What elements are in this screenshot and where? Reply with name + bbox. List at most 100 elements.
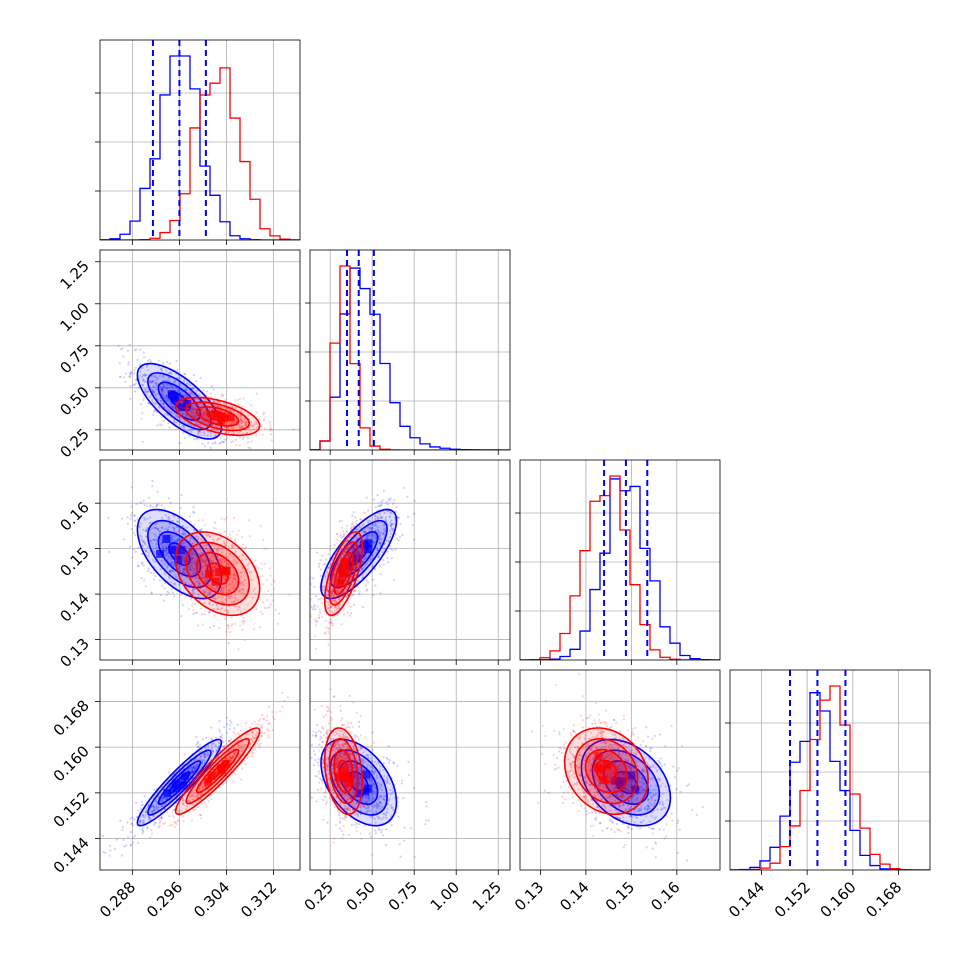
scatter-point (173, 412, 176, 415)
scatter-point (342, 532, 346, 535)
scatter-point (373, 515, 377, 518)
scatter-point (192, 505, 195, 509)
scatter-point (359, 517, 362, 521)
scatter-point (216, 550, 219, 553)
scatter-point (397, 516, 400, 519)
scatter-point (119, 348, 123, 351)
scatter-point (196, 437, 199, 441)
scatter-point (196, 742, 199, 745)
scatter-point (159, 542, 163, 546)
scatter-point (259, 610, 262, 613)
scatter-point (174, 379, 177, 383)
scatter-point (233, 586, 236, 589)
scatter-point (256, 425, 259, 428)
scatter-point (209, 392, 213, 395)
scatter-point (164, 397, 167, 400)
scatter-point (219, 590, 222, 593)
scatter-point (200, 584, 203, 587)
scatter-point (217, 434, 220, 437)
scatter-point (169, 394, 172, 397)
scatter-point (185, 395, 189, 398)
scatter-point (170, 543, 174, 546)
scatter-point (233, 604, 236, 608)
scatter-point (221, 586, 224, 590)
scatter-point (329, 622, 332, 625)
scatter-point (199, 546, 202, 549)
scatter-point (165, 395, 168, 398)
scatter-point (368, 558, 371, 561)
scatter-point (380, 500, 383, 504)
scatter-point (210, 385, 213, 388)
scatter-point (171, 569, 174, 572)
scatter-point (203, 590, 206, 594)
scatter-point (180, 425, 183, 428)
scatter-point (221, 394, 225, 397)
scatter-point (358, 551, 361, 554)
scatter-point (141, 540, 145, 544)
scatter-point (193, 511, 196, 514)
scatter-point (165, 407, 168, 411)
scatter-point (333, 544, 336, 547)
scatter-point (229, 423, 233, 426)
scatter-point (161, 386, 164, 390)
scatter-point (193, 411, 196, 415)
scatter-point (201, 412, 204, 415)
scatter-point (244, 421, 247, 424)
peak-cell (156, 549, 165, 558)
scatter-point (181, 390, 184, 393)
scatter-point (160, 368, 163, 371)
scatter-point (152, 572, 155, 575)
scatter-point (380, 503, 383, 507)
scatter-point (138, 525, 141, 529)
scatter-point (231, 427, 234, 430)
scatter-point (144, 549, 148, 553)
scatter-point (163, 587, 166, 590)
scatter-point (203, 412, 207, 416)
scatter-point (192, 387, 195, 390)
scatter-point (160, 402, 163, 405)
scatter-point (380, 516, 383, 520)
scatter-point (224, 564, 227, 567)
scatter-point (323, 610, 326, 613)
scatter-point (244, 423, 247, 427)
scatter-point (216, 564, 219, 567)
scatter-point (190, 554, 193, 557)
scatter-point (166, 547, 169, 551)
scatter-point (376, 493, 379, 497)
scatter-point (252, 589, 255, 593)
scatter-point (186, 430, 190, 433)
scatter-point (203, 411, 206, 414)
scatter-point (171, 591, 175, 594)
scatter-point (149, 505, 152, 508)
scatter-point (188, 434, 191, 437)
scatter-point (319, 586, 322, 589)
scatter-point (266, 606, 269, 609)
scatter-point (218, 442, 221, 445)
scatter-point (203, 414, 206, 417)
scatter-point (256, 411, 259, 414)
scatter-point (192, 411, 195, 414)
scatter-point (304, 594, 306, 596)
scatter-point (192, 388, 195, 391)
scatter-point (143, 542, 146, 545)
scatter-point (240, 421, 243, 425)
scatter-point (374, 584, 377, 587)
scatter-point (353, 589, 356, 593)
scatter-point (226, 591, 230, 594)
scatter-point (212, 596, 215, 599)
scatter-point (216, 405, 220, 408)
scatter-point (230, 596, 233, 599)
scatter-point (359, 518, 363, 521)
scatter-point (167, 560, 170, 563)
scatter-point (147, 402, 151, 405)
scatter-point (205, 533, 208, 536)
scatter-point (217, 546, 220, 549)
scatter-point (182, 407, 185, 410)
scatter-point (203, 597, 206, 600)
scatter-point (202, 575, 205, 578)
scatter-point (167, 408, 170, 411)
scatter-point (191, 553, 195, 556)
scatter-point (241, 405, 244, 408)
scatter-point (250, 404, 253, 407)
scatter-point (243, 571, 246, 574)
